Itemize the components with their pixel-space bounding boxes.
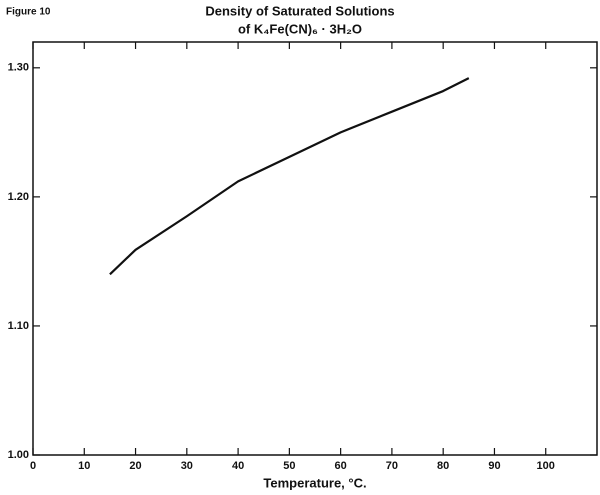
figure-label: Figure 10 [6, 7, 51, 18]
x-tick-label: 30 [181, 460, 193, 472]
plot-frame [32, 41, 598, 456]
x-tick-label: 60 [335, 460, 347, 472]
x-tick-label: 20 [129, 460, 141, 472]
y-tick-label: 1.00 [8, 449, 29, 461]
data-line [109, 77, 470, 276]
y-tick-label: 1.20 [8, 191, 29, 203]
x-tick-label: 50 [283, 460, 295, 472]
y-tick-label: 1.30 [8, 62, 29, 74]
x-tick-label: 40 [232, 460, 244, 472]
x-tick-label: 0 [30, 460, 36, 472]
x-tick-label: 100 [537, 460, 555, 472]
x-tick-label: 70 [386, 460, 398, 472]
x-tick-label: 10 [78, 460, 90, 472]
x-tick-label: 90 [488, 460, 500, 472]
chart-title: Density of Saturated Solutions [205, 3, 394, 18]
chart-subtitle: of K₄Fe(CN)₆ · 3H₂O [238, 21, 362, 36]
x-tick-label: 80 [437, 460, 449, 472]
x-axis-label: Temperature, °C. [263, 475, 366, 490]
y-tick-label: 1.10 [8, 320, 29, 332]
